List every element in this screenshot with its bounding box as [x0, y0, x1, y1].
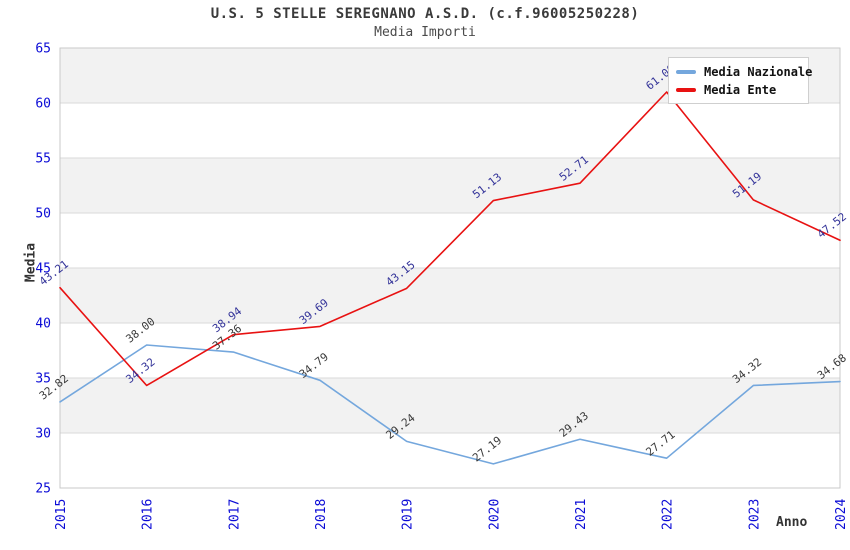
x-tick-label: 2021 [574, 499, 589, 530]
x-tick-label: 2016 [141, 499, 156, 530]
plot-band [60, 103, 840, 158]
x-tick-label: 2022 [661, 499, 676, 530]
y-tick-label: 45 [35, 262, 51, 277]
chart-title: U.S. 5 STELLE SEREGNANO A.S.D. (c.f.9600… [210, 6, 640, 22]
plot-band [60, 378, 840, 433]
x-tick-label: 2015 [54, 499, 69, 530]
y-tick-label: 50 [35, 207, 51, 222]
y-axis-title: Media [23, 242, 39, 283]
x-tick-label: 2019 [401, 499, 416, 530]
series-line-media-nazionale [59, 344, 841, 465]
x-tick-label: 2023 [747, 499, 762, 530]
plot-band [60, 323, 840, 378]
y-tick-label: 60 [35, 97, 51, 112]
legend-item-media-nazionale: Media Nazionale [676, 65, 812, 79]
plot-band [60, 433, 840, 488]
y-tick-label: 35 [35, 372, 51, 387]
chart-subtitle: Media Importi [374, 25, 476, 40]
x-tick-label: 2017 [227, 499, 242, 530]
plot-band [60, 213, 840, 268]
legend-label: Media Ente [704, 82, 777, 97]
legend-swatch-blue-line-icon [676, 69, 696, 74]
plot-band [60, 158, 840, 213]
legend-swatch-red-line-icon [676, 87, 696, 92]
x-tick-label: 2018 [314, 499, 329, 530]
y-tick-label: 65 [35, 42, 51, 57]
legend-label: Media Nazionale [704, 64, 813, 79]
plot-border [59, 47, 841, 489]
legend-item-media-ente: Media Ente [676, 83, 808, 97]
x-tick-label: 2024 [834, 499, 849, 530]
x-tick-label: 2020 [487, 499, 502, 530]
y-tick-label: 25 [35, 482, 51, 497]
series-line-media-ente [59, 91, 841, 387]
x-axis-title: Anno [776, 515, 808, 530]
plot-band [60, 268, 840, 323]
y-tick-label: 30 [35, 427, 51, 442]
legend-box: Media Nazionale Media Ente [668, 57, 812, 104]
y-tick-label: 55 [35, 152, 51, 167]
y-tick-label: 40 [35, 317, 51, 332]
